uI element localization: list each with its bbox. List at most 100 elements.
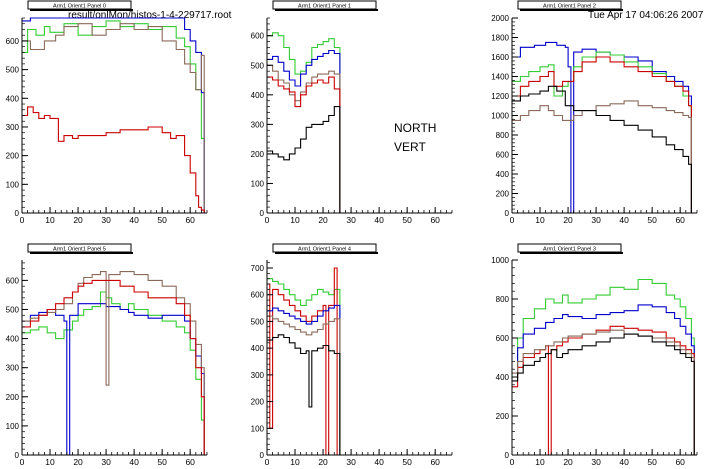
series-blue	[267, 49, 343, 214]
y-tick-label: 400	[251, 344, 265, 353]
panel-title: Arm1 Orient1 Panel 2	[543, 4, 596, 10]
x-tick-label: 10	[290, 457, 300, 467]
y-tick-label: 1400	[491, 73, 509, 82]
series-blue	[267, 304, 343, 456]
series-blue	[512, 304, 697, 456]
y-tick-label: 500	[6, 66, 20, 75]
y-tick-label: 200	[496, 190, 510, 199]
x-tick-label: 20	[563, 215, 573, 225]
y-tick-label: 0	[260, 209, 265, 218]
panel-title: Arm1 Orient1 Panel 1	[298, 4, 351, 10]
file-name: result/onlMon/histos-1-4-229717.root	[68, 10, 232, 21]
y-tick-label: 500	[251, 61, 265, 70]
x-tick-label: 20	[318, 457, 328, 467]
x-tick-label: 10	[535, 457, 545, 467]
y-tick-label: 500	[6, 305, 20, 314]
x-tick-label: 40	[619, 457, 629, 467]
y-tick-label: 600	[251, 291, 265, 300]
x-tick-label: 10	[290, 215, 300, 225]
x-tick-label: 40	[374, 457, 384, 467]
y-tick-label: 800	[496, 131, 510, 140]
series-green	[512, 278, 697, 456]
y-tick-label: 400	[6, 335, 20, 344]
y-tick-label: 1200	[491, 92, 509, 101]
x-tick-label: 60	[185, 215, 195, 225]
panel-title-shadow	[520, 9, 623, 11]
panel-title: Arm1 Orient1 Panel 0	[53, 4, 106, 10]
x-tick-label: 30	[591, 457, 601, 467]
x-tick-label: 40	[129, 457, 139, 467]
series-brown	[22, 271, 207, 456]
y-tick-label: 300	[251, 371, 265, 380]
y-tick-label: 400	[496, 170, 510, 179]
y-tick-label: 100	[6, 180, 20, 189]
y-tick-label: 400	[6, 94, 20, 103]
x-tick-label: 50	[402, 457, 412, 467]
x-tick-label: 40	[619, 215, 629, 225]
panel-title: Arm1 Orient1 Panel 3	[543, 247, 596, 253]
x-tick-label: 30	[346, 457, 356, 467]
x-tick-label: 40	[374, 215, 384, 225]
x-tick-label: 50	[647, 215, 657, 225]
y-tick-label: 0	[15, 451, 20, 460]
series-black	[512, 85, 695, 214]
x-tick-label: 60	[675, 215, 685, 225]
panel-title-shadow	[275, 252, 378, 254]
y-tick-label: 0	[505, 209, 510, 218]
x-tick-label: 50	[647, 457, 657, 467]
series-black	[512, 333, 697, 456]
series-brown	[512, 329, 697, 456]
y-tick-label: 700	[251, 264, 265, 273]
x-tick-label: 10	[45, 215, 55, 225]
x-tick-label: 0	[265, 215, 270, 225]
x-tick-label: 0	[510, 215, 515, 225]
y-tick-label: 2000	[491, 14, 509, 23]
y-tick-label: 400	[251, 91, 265, 100]
y-tick-label: 200	[251, 150, 265, 159]
panel-title-shadow	[30, 9, 133, 11]
x-tick-label: 60	[430, 215, 440, 225]
x-tick-label: 30	[591, 215, 601, 225]
y-tick-label: 100	[6, 422, 20, 431]
x-tick-label: 30	[346, 215, 356, 225]
panel-title: Arm1 Orient1 Panel 4	[298, 247, 351, 253]
y-tick-label: 600	[6, 37, 20, 46]
series-red	[22, 279, 207, 456]
y-tick-label: 300	[6, 123, 20, 132]
series-brown	[512, 100, 695, 214]
panel-title-shadow	[520, 252, 623, 254]
panel-title: Arm1 Orient1 Panel 5	[53, 247, 106, 253]
x-tick-label: 50	[402, 215, 412, 225]
y-tick-label: 600	[6, 276, 20, 285]
series-green	[22, 20, 207, 214]
series-brown	[22, 23, 207, 214]
x-tick-label: 10	[535, 215, 545, 225]
series-green	[267, 278, 343, 456]
x-tick-label: 20	[318, 215, 328, 225]
x-tick-label: 0	[20, 457, 25, 467]
y-tick-label: 200	[496, 412, 510, 421]
series-red	[22, 106, 207, 214]
series-red	[267, 76, 343, 214]
x-tick-label: 50	[157, 457, 167, 467]
y-tick-label: 200	[251, 398, 265, 407]
x-tick-label: 50	[157, 215, 167, 225]
y-tick-label: 300	[251, 120, 265, 129]
series-black	[267, 106, 343, 214]
y-tick-label: 200	[6, 152, 20, 161]
panel-title-shadow	[275, 9, 378, 11]
y-tick-label: 0	[260, 451, 265, 460]
y-tick-label: 600	[496, 151, 510, 160]
x-tick-label: 0	[20, 215, 25, 225]
x-tick-label: 0	[265, 457, 270, 467]
y-tick-label: 500	[251, 317, 265, 326]
series-blue	[512, 41, 695, 214]
y-tick-label: 100	[251, 179, 265, 188]
y-tick-label: 400	[496, 373, 510, 382]
y-tick-label: 1000	[491, 256, 509, 265]
y-tick-label: 600	[496, 334, 510, 343]
x-tick-label: 40	[129, 215, 139, 225]
annotation-vert: VERT	[394, 140, 426, 154]
run-datetime: Tue Apr 17 04:06:26 2007	[588, 10, 704, 21]
x-tick-label: 30	[101, 215, 111, 225]
